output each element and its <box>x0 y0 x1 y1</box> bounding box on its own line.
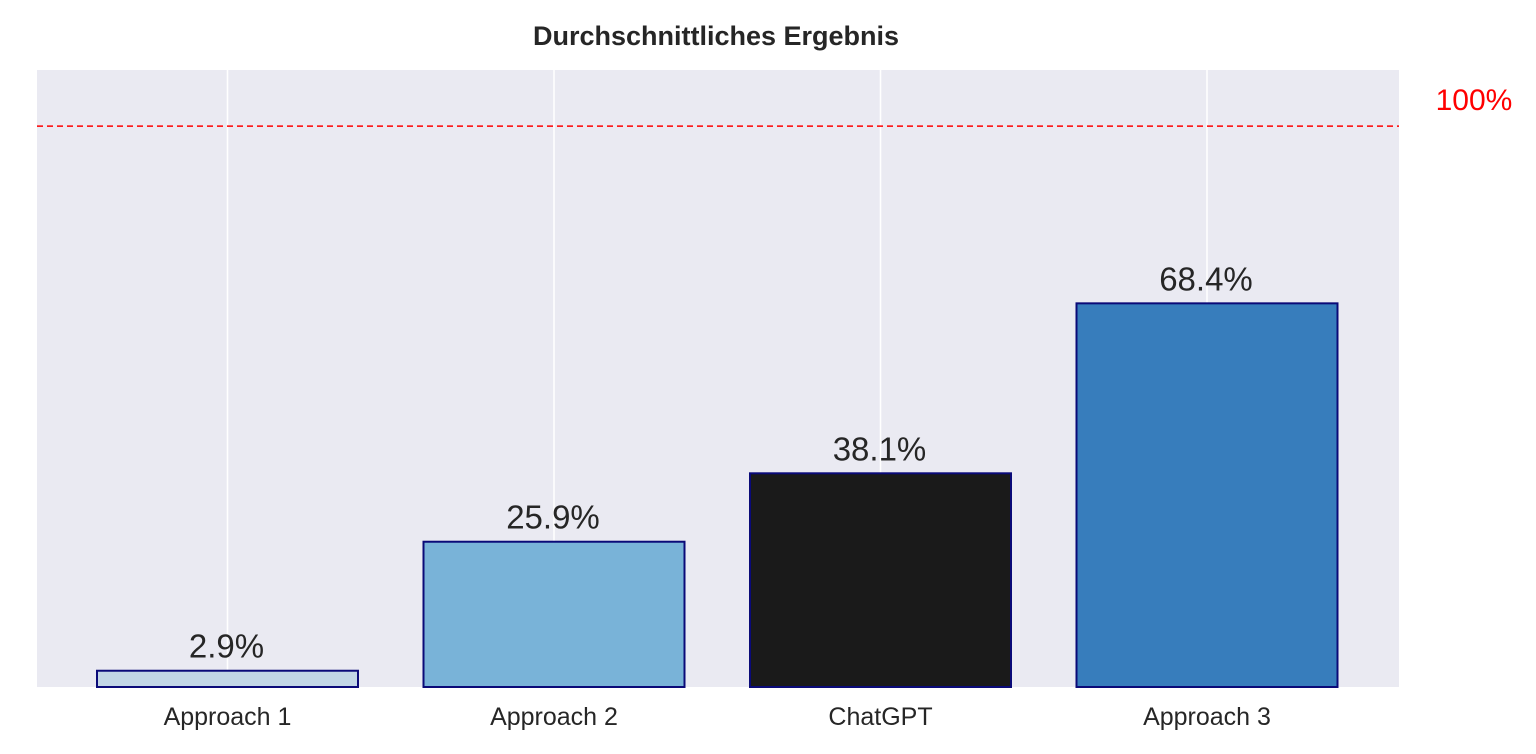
bar <box>96 669 359 689</box>
chart-title: Durchschnittliches Ergebnis <box>533 21 899 51</box>
x-tick-label: ChatGPT <box>828 703 932 731</box>
reference-line-label: 100% <box>1436 84 1513 117</box>
bar-value-label: 68.4% <box>1159 260 1253 297</box>
bar-value-label: 2.9% <box>189 628 264 665</box>
bar <box>422 540 686 688</box>
value-labels: 2.9% 25.9% 38.1% 68.4% <box>189 260 1253 664</box>
bars <box>96 302 1339 689</box>
bar <box>1075 302 1339 688</box>
x-tick-label: Approach 2 <box>490 703 618 731</box>
x-tick-labels: Approach 1 Approach 2 ChatGPT Approach 3 <box>164 703 1271 731</box>
x-tick-label: Approach 3 <box>1143 703 1271 731</box>
x-tick-label: Approach 1 <box>164 703 292 731</box>
bar <box>749 472 1012 688</box>
reference-line-group: 100% <box>37 84 1513 127</box>
bar-value-label: 25.9% <box>506 499 600 536</box>
bar-value-label: 38.1% <box>833 430 927 467</box>
